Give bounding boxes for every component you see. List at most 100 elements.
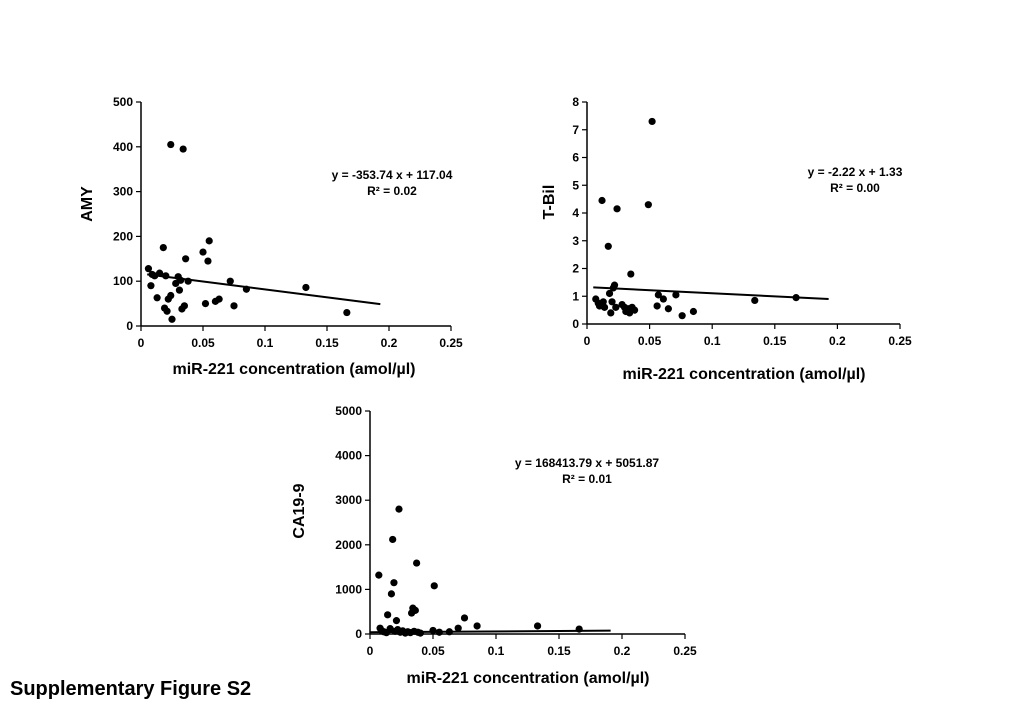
amy-y-axis-title: AMY: [79, 186, 96, 222]
amy-data-point: [167, 140, 175, 149]
amy-x-tick-label: 0.1: [257, 336, 274, 350]
amy-data-point: [153, 294, 161, 302]
ca19-9-x-axis-title: miR-221 concentration (amol/µl): [406, 670, 649, 687]
tbil-data-point: [599, 298, 607, 306]
ca19-9-data-point: [416, 629, 424, 637]
ca19-9-x-tick-label: 0.1: [488, 644, 505, 658]
amy-r-squared-label: R² = 0.02: [367, 184, 417, 198]
tbil-y-tick-label: 8: [572, 95, 579, 109]
tbil-y-tick-label: 7: [572, 123, 579, 137]
ca19-9-data-point: [390, 579, 398, 587]
ca19-9-data-point: [454, 624, 462, 632]
ca19-9-r-squared-label: R² = 0.01: [562, 472, 612, 486]
tbil-data-point: [607, 309, 615, 317]
amy-x-tick-label: 0.05: [191, 336, 215, 350]
tbil-data-point: [604, 242, 612, 250]
amy-data-point: [226, 277, 234, 285]
tbil-data-point: [613, 205, 621, 213]
tbil-trendline: [593, 286, 829, 300]
amy-data-point: [182, 255, 190, 263]
ca19-9-x-tick-label: 0.05: [421, 644, 445, 658]
amy-y-tick-label: 300: [113, 185, 133, 199]
ca19-9-data-point: [384, 611, 392, 619]
ca19-9-data-point: [411, 606, 419, 614]
ca19-9-y-tick-label: 2000: [335, 538, 362, 552]
tbil-y-tick-label: 6: [572, 151, 579, 165]
tbil-x-tick-label: 0: [584, 334, 591, 348]
amy-y-tick-label: 400: [113, 140, 133, 154]
ca19-9-data-point: [392, 617, 401, 625]
amy-data-point: [180, 302, 188, 310]
tbil-x-tick-label: 0.2: [829, 334, 846, 348]
tbil-data-point: [608, 298, 616, 306]
tbil-data-point: [653, 302, 661, 310]
tbil-data-point: [664, 305, 672, 313]
tbil-data-point: [659, 295, 667, 303]
tbil-data-point: [600, 303, 609, 311]
amy-data-point: [144, 265, 153, 273]
amy-x-axis-title: miR-221 concentration (amol/µl): [172, 361, 415, 378]
tbil-data-point: [751, 296, 759, 305]
tbil-data-point: [644, 201, 652, 209]
ca19-9-data-point: [533, 622, 542, 630]
tbil-x-tick-label: 0.05: [638, 334, 662, 348]
amy-data-point: [205, 237, 213, 245]
tbil-data-point: [672, 291, 680, 299]
ca19-9-data-point: [473, 622, 481, 630]
amy-x-tick-label: 0: [138, 336, 145, 350]
tbil-y-tick-label: 2: [572, 262, 579, 276]
tbil-x-axis-title: miR-221 concentration (amol/µl): [622, 366, 865, 383]
ca19-9-y-tick-label: 3000: [335, 493, 362, 507]
tbil-data-point: [612, 303, 620, 311]
ca19-9-data-point: [389, 535, 397, 544]
amy-y-tick-label: 200: [113, 229, 133, 243]
ca19-9-data-point: [413, 559, 421, 567]
tbil-x-tick-label: 0.25: [888, 334, 912, 348]
tbil-x-tick-label: 0.1: [704, 334, 721, 348]
amy-data-point: [201, 300, 210, 308]
tbil-data-point: [598, 196, 606, 205]
amy-x-tick-label: 0.2: [381, 336, 398, 350]
tbil-data-point: [605, 289, 614, 298]
amy-data-point: [179, 145, 187, 153]
tbil-data-point: [610, 281, 619, 289]
amy-data-point: [343, 308, 351, 317]
amy-x-tick-label: 0.15: [315, 336, 339, 350]
tbil-data-point: [630, 306, 639, 314]
ca19-9-x-tick-label: 0.2: [614, 644, 631, 658]
ca19-9-x-tick-label: 0: [367, 644, 374, 658]
ca19-9-data-point: [375, 571, 383, 579]
ca19-9-trendline: [369, 629, 611, 634]
tbil-y-tick-label: 1: [572, 289, 579, 303]
tbil-data-point: [654, 291, 662, 299]
amy-data-point: [199, 248, 207, 256]
ca19-9-data-point: [460, 614, 469, 622]
amy-y-tick-label: 0: [126, 319, 133, 333]
amy-data-point: [147, 282, 155, 290]
tbil-data-point: [648, 117, 656, 126]
tbil-data-point: [689, 307, 698, 316]
tbil-y-axis-title: T-Bil: [541, 185, 558, 220]
amy-data-point: [230, 302, 238, 310]
amy-data-point: [168, 315, 176, 323]
tbil-scatter-plot: 0 1 2 3 4 5 6 7 8 0 0.05 0.1 0.15 0.2 0.25 y = -2.22 x …: [541, 95, 912, 383]
ca19-9-y-tick-label: 1000: [335, 582, 362, 596]
ca19-9-y-tick-label: 0: [355, 627, 362, 641]
tbil-x-tick-label: 0.15: [763, 334, 787, 348]
amy-scatter-plot: 0 100 200 300 400 500 0 0.05 0.1 0.15 0.2 0.25 y = -…: [79, 95, 463, 378]
ca19-9-equation-label: y = 168413.79 x + 5051.87: [515, 456, 659, 470]
amy-y-tick-label: 500: [113, 95, 133, 109]
ca19-9-y-tick-label: 4000: [335, 449, 362, 463]
ca19-9-y-axis-title: CA19-9: [291, 483, 308, 538]
amy-data-point: [175, 286, 184, 294]
ca19-9-y-tick-label: 5000: [335, 404, 362, 418]
tbil-y-tick-label: 0: [572, 317, 579, 331]
ca19-9-scatter-plot: 0 1000 2000 3000 4000 5000 0 0.05 0.1 0.15 0.2 0.25…: [291, 404, 697, 687]
amy-data-point: [302, 283, 310, 292]
tbil-y-tick-label: 5: [572, 178, 579, 192]
amy-data-point: [159, 244, 167, 252]
amy-equation-label: y = -353.74 x + 117.04: [332, 168, 453, 182]
amy-data-point: [215, 295, 223, 303]
amy-data-point: [204, 257, 212, 265]
